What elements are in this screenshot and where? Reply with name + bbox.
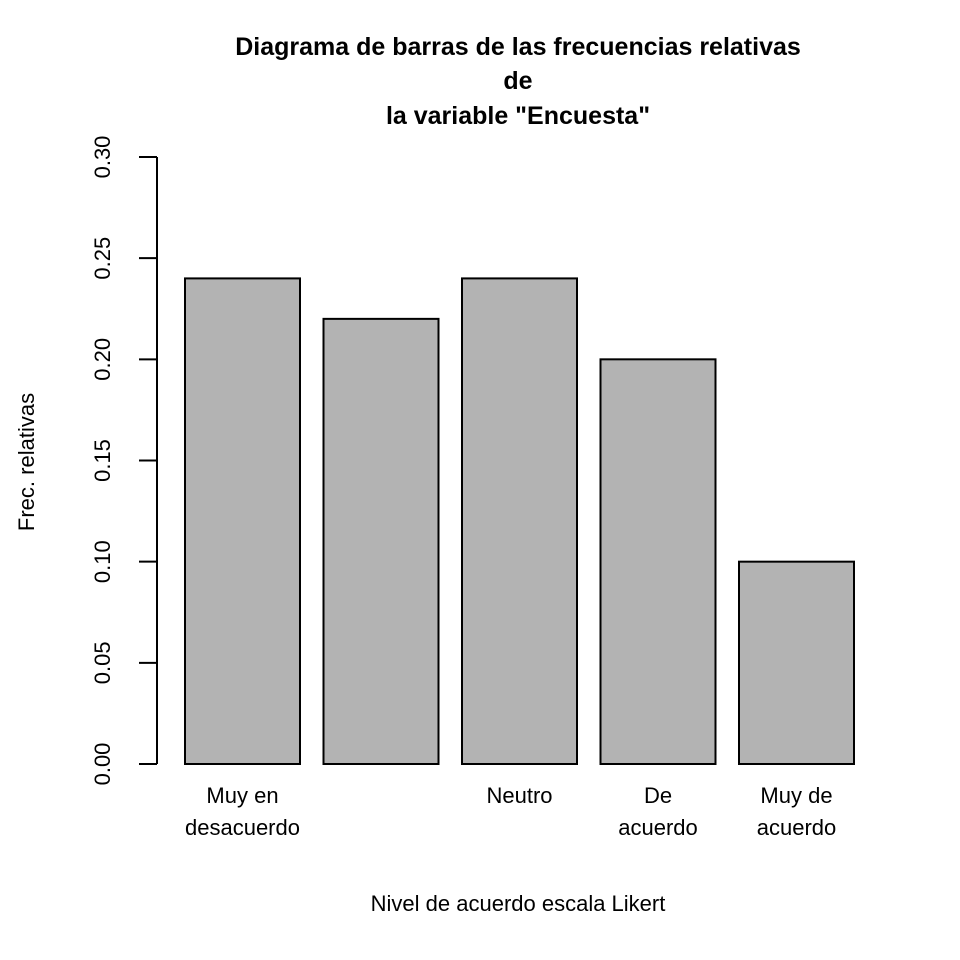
chart-title: Diagrama de barras de las frecuencias re…	[235, 33, 801, 130]
x-tick-label: De	[644, 783, 672, 808]
y-tick-label: 0.00	[90, 743, 115, 786]
x-tick-label: Muy en	[206, 783, 278, 808]
y-tick-label: 0.30	[90, 136, 115, 179]
y-tick-label: 0.05	[90, 641, 115, 684]
x-tick-label: acuerdo	[618, 815, 698, 840]
chart-title-line: de	[503, 67, 532, 95]
bar	[461, 277, 578, 765]
x-tick-label: desacuerdo	[185, 815, 300, 840]
bar	[184, 277, 301, 765]
x-category-labels: Muy en desacuerdo Neutro De acuerdo Muy de acu…	[185, 783, 836, 840]
x-tick-label: Neutro	[486, 783, 552, 808]
y-tick-label: 0.10	[90, 540, 115, 583]
y-axis: 0.00 0.05 0.10 0.15 0.20 0.25 0.30	[90, 136, 158, 786]
y-tick-label: 0.15	[90, 439, 115, 482]
chart-title-line: la variable "Encuesta"	[386, 102, 650, 130]
x-axis-label: Nivel de acuerdo escala Likert	[371, 891, 666, 916]
bar	[322, 317, 440, 765]
chart-title-line: Diagrama de barras de las frecuencias re…	[235, 33, 801, 61]
y-tick-label: 0.20	[90, 338, 115, 381]
bar	[599, 358, 717, 765]
x-tick-label: acuerdo	[757, 815, 837, 840]
x-tick-label: Muy de	[760, 783, 832, 808]
bar	[738, 560, 855, 766]
y-tick-label: 0.25	[90, 237, 115, 280]
bars	[184, 277, 855, 766]
y-axis-label: Frec. relativas	[14, 393, 39, 531]
